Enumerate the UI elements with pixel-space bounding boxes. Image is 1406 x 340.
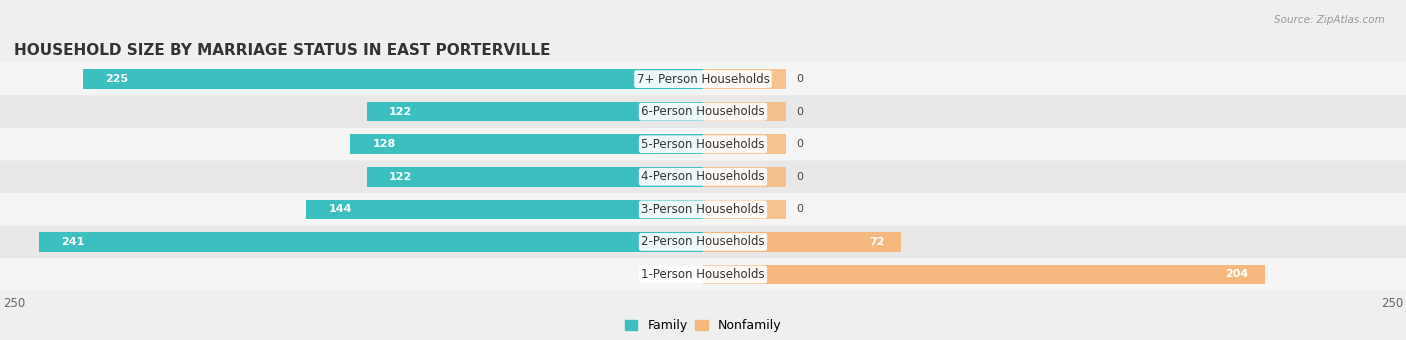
Text: 0: 0	[797, 74, 804, 84]
FancyBboxPatch shape	[0, 96, 1406, 128]
FancyBboxPatch shape	[0, 160, 1406, 193]
FancyBboxPatch shape	[0, 193, 1406, 226]
Text: 7+ Person Households: 7+ Person Households	[637, 73, 769, 86]
Text: 144: 144	[328, 204, 352, 214]
Bar	[367, 167, 703, 187]
Bar	[367, 102, 703, 121]
Text: 0: 0	[797, 172, 804, 182]
Bar	[350, 134, 703, 154]
Bar	[703, 69, 786, 89]
Text: 72: 72	[869, 237, 884, 247]
Text: 3-Person Households: 3-Person Households	[641, 203, 765, 216]
Text: 122: 122	[389, 107, 412, 117]
Bar	[703, 265, 1265, 284]
FancyBboxPatch shape	[0, 128, 1406, 160]
Bar	[39, 232, 703, 252]
Text: 204: 204	[1226, 270, 1249, 279]
Text: 0: 0	[797, 204, 804, 214]
Text: 0: 0	[797, 139, 804, 149]
Text: Source: ZipAtlas.com: Source: ZipAtlas.com	[1274, 15, 1385, 25]
Text: HOUSEHOLD SIZE BY MARRIAGE STATUS IN EAST PORTERVILLE: HOUSEHOLD SIZE BY MARRIAGE STATUS IN EAS…	[14, 43, 551, 58]
Bar	[703, 134, 786, 154]
Text: 122: 122	[389, 172, 412, 182]
FancyBboxPatch shape	[0, 258, 1406, 291]
Bar	[83, 69, 703, 89]
Text: 0: 0	[797, 107, 804, 117]
Bar	[703, 102, 786, 121]
Bar	[703, 167, 786, 187]
Bar	[307, 200, 703, 219]
Text: 5-Person Households: 5-Person Households	[641, 138, 765, 151]
Legend: Family, Nonfamily: Family, Nonfamily	[620, 314, 786, 337]
Text: 6-Person Households: 6-Person Households	[641, 105, 765, 118]
FancyBboxPatch shape	[0, 63, 1406, 96]
FancyBboxPatch shape	[0, 226, 1406, 258]
Text: 2-Person Households: 2-Person Households	[641, 235, 765, 249]
Text: 225: 225	[105, 74, 128, 84]
Text: 4-Person Households: 4-Person Households	[641, 170, 765, 183]
Bar	[703, 232, 901, 252]
Bar	[703, 200, 786, 219]
Text: 241: 241	[60, 237, 84, 247]
Text: 128: 128	[373, 139, 395, 149]
Text: 1-Person Households: 1-Person Households	[641, 268, 765, 281]
